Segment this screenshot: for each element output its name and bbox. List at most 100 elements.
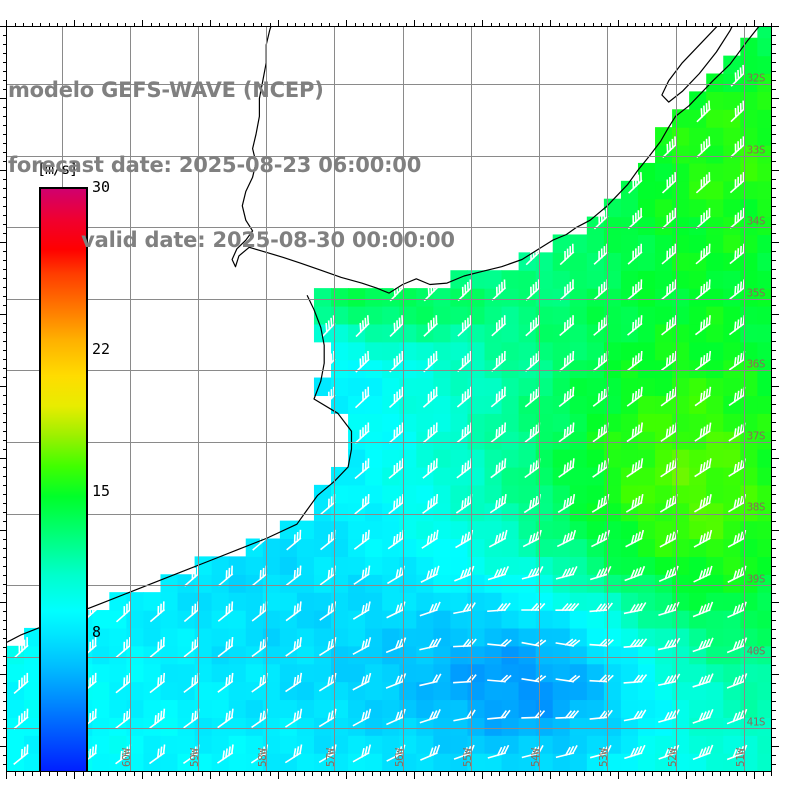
ruler-tick (244, 772, 245, 776)
ruler-tick (133, 23, 135, 27)
ruler-tick (286, 772, 288, 776)
ruler-tick (601, 772, 602, 776)
ruler-tick (3, 656, 7, 657)
ruler-tick (772, 35, 776, 36)
ruler-tick (720, 772, 721, 776)
ruler-tick (772, 701, 776, 702)
ruler-tick (3, 701, 7, 702)
ruler-tick (3, 350, 7, 351)
ruler-tick (772, 764, 776, 765)
ruler-tick (772, 683, 776, 684)
ruler-tick (3, 548, 7, 549)
ruler-tick (772, 557, 776, 558)
ruler-tick (235, 23, 237, 27)
ruler-tick (772, 602, 779, 603)
ruler-tick (3, 278, 7, 279)
ruler-tick (772, 566, 776, 567)
ruler-tick (3, 665, 7, 666)
ruler-tick (772, 206, 776, 207)
ruler-tick (3, 728, 7, 729)
gridline-lon-52W (675, 27, 677, 771)
ruler-tick (3, 422, 7, 423)
bottom-ruler (6, 772, 772, 780)
gridline-lat-41S (7, 728, 771, 730)
lat-label-39S: 39S (746, 572, 766, 586)
ruler-tick (771, 772, 772, 776)
ruler-tick (0, 386, 7, 387)
ruler-tick (380, 23, 381, 27)
ruler-tick (728, 772, 730, 776)
ruler-tick (745, 772, 747, 776)
ruler-tick (772, 152, 776, 153)
ruler-tick (3, 368, 7, 369)
ruler-tick (3, 179, 7, 180)
ruler-tick (431, 772, 432, 776)
ruler-tick (278, 20, 279, 27)
lat-label-40S: 40S (746, 644, 766, 658)
colorbar[interactable] (39, 187, 88, 771)
ruler-tick (422, 23, 424, 27)
ruler-tick (142, 772, 143, 779)
ruler-tick (772, 692, 776, 693)
ruler-tick (772, 422, 776, 423)
ruler-tick (439, 23, 441, 27)
ruler-tick (3, 224, 7, 225)
ruler-tick (3, 638, 7, 639)
ruler-tick (745, 23, 747, 27)
ruler-tick (772, 188, 776, 189)
ruler-tick (711, 23, 713, 27)
ruler-tick (0, 26, 7, 27)
ruler-tick (473, 772, 475, 776)
ruler-tick (3, 395, 7, 396)
ruler-tick (772, 719, 776, 720)
ruler-tick (6, 772, 7, 779)
ruler-tick (210, 772, 211, 779)
gridline-lat-40S (7, 656, 771, 658)
ruler-tick (3, 116, 7, 117)
ruler-tick (3, 359, 7, 360)
ruler-tick (456, 23, 458, 27)
ruler-tick (592, 23, 594, 27)
ruler-tick (609, 23, 611, 27)
ruler-tick (584, 23, 585, 27)
ruler-tick (499, 23, 500, 27)
ruler-tick (0, 530, 7, 531)
ruler-tick (772, 143, 776, 144)
ruler-tick (3, 755, 7, 756)
lon-label-59W: 59W (188, 748, 201, 767)
ruler-tick (635, 772, 636, 776)
ruler-tick (772, 629, 776, 630)
ruler-tick (772, 638, 776, 639)
ruler-tick (82, 23, 84, 27)
ruler-tick (3, 449, 7, 450)
ruler-tick (201, 772, 203, 776)
ruler-tick (772, 224, 776, 225)
ruler-tick (652, 23, 653, 27)
ruler-tick (3, 485, 7, 486)
ruler-tick (388, 23, 390, 27)
lon-label-52W: 52W (665, 748, 679, 767)
ruler-tick (772, 737, 776, 738)
ruler-tick (159, 23, 160, 27)
ruler-tick (524, 23, 526, 27)
map-raster (7, 27, 771, 771)
ruler-tick (448, 23, 449, 27)
ruler-tick (14, 23, 16, 27)
ruler-tick (686, 772, 687, 779)
ruler-tick (0, 602, 7, 603)
ruler-tick (703, 772, 704, 776)
ruler-tick (116, 772, 118, 776)
ruler-tick (23, 772, 24, 776)
ruler-tick (286, 23, 288, 27)
ruler-tick (772, 125, 776, 126)
ruler-tick (575, 23, 577, 27)
lon-label-54W: 54W (529, 748, 543, 767)
ruler-tick (337, 23, 339, 27)
ruler-tick (6, 20, 7, 27)
ruler-tick (303, 772, 305, 776)
ruler-tick (329, 23, 330, 27)
ruler-tick (414, 20, 415, 27)
ruler-tick (772, 476, 776, 477)
ruler-tick (772, 458, 779, 459)
